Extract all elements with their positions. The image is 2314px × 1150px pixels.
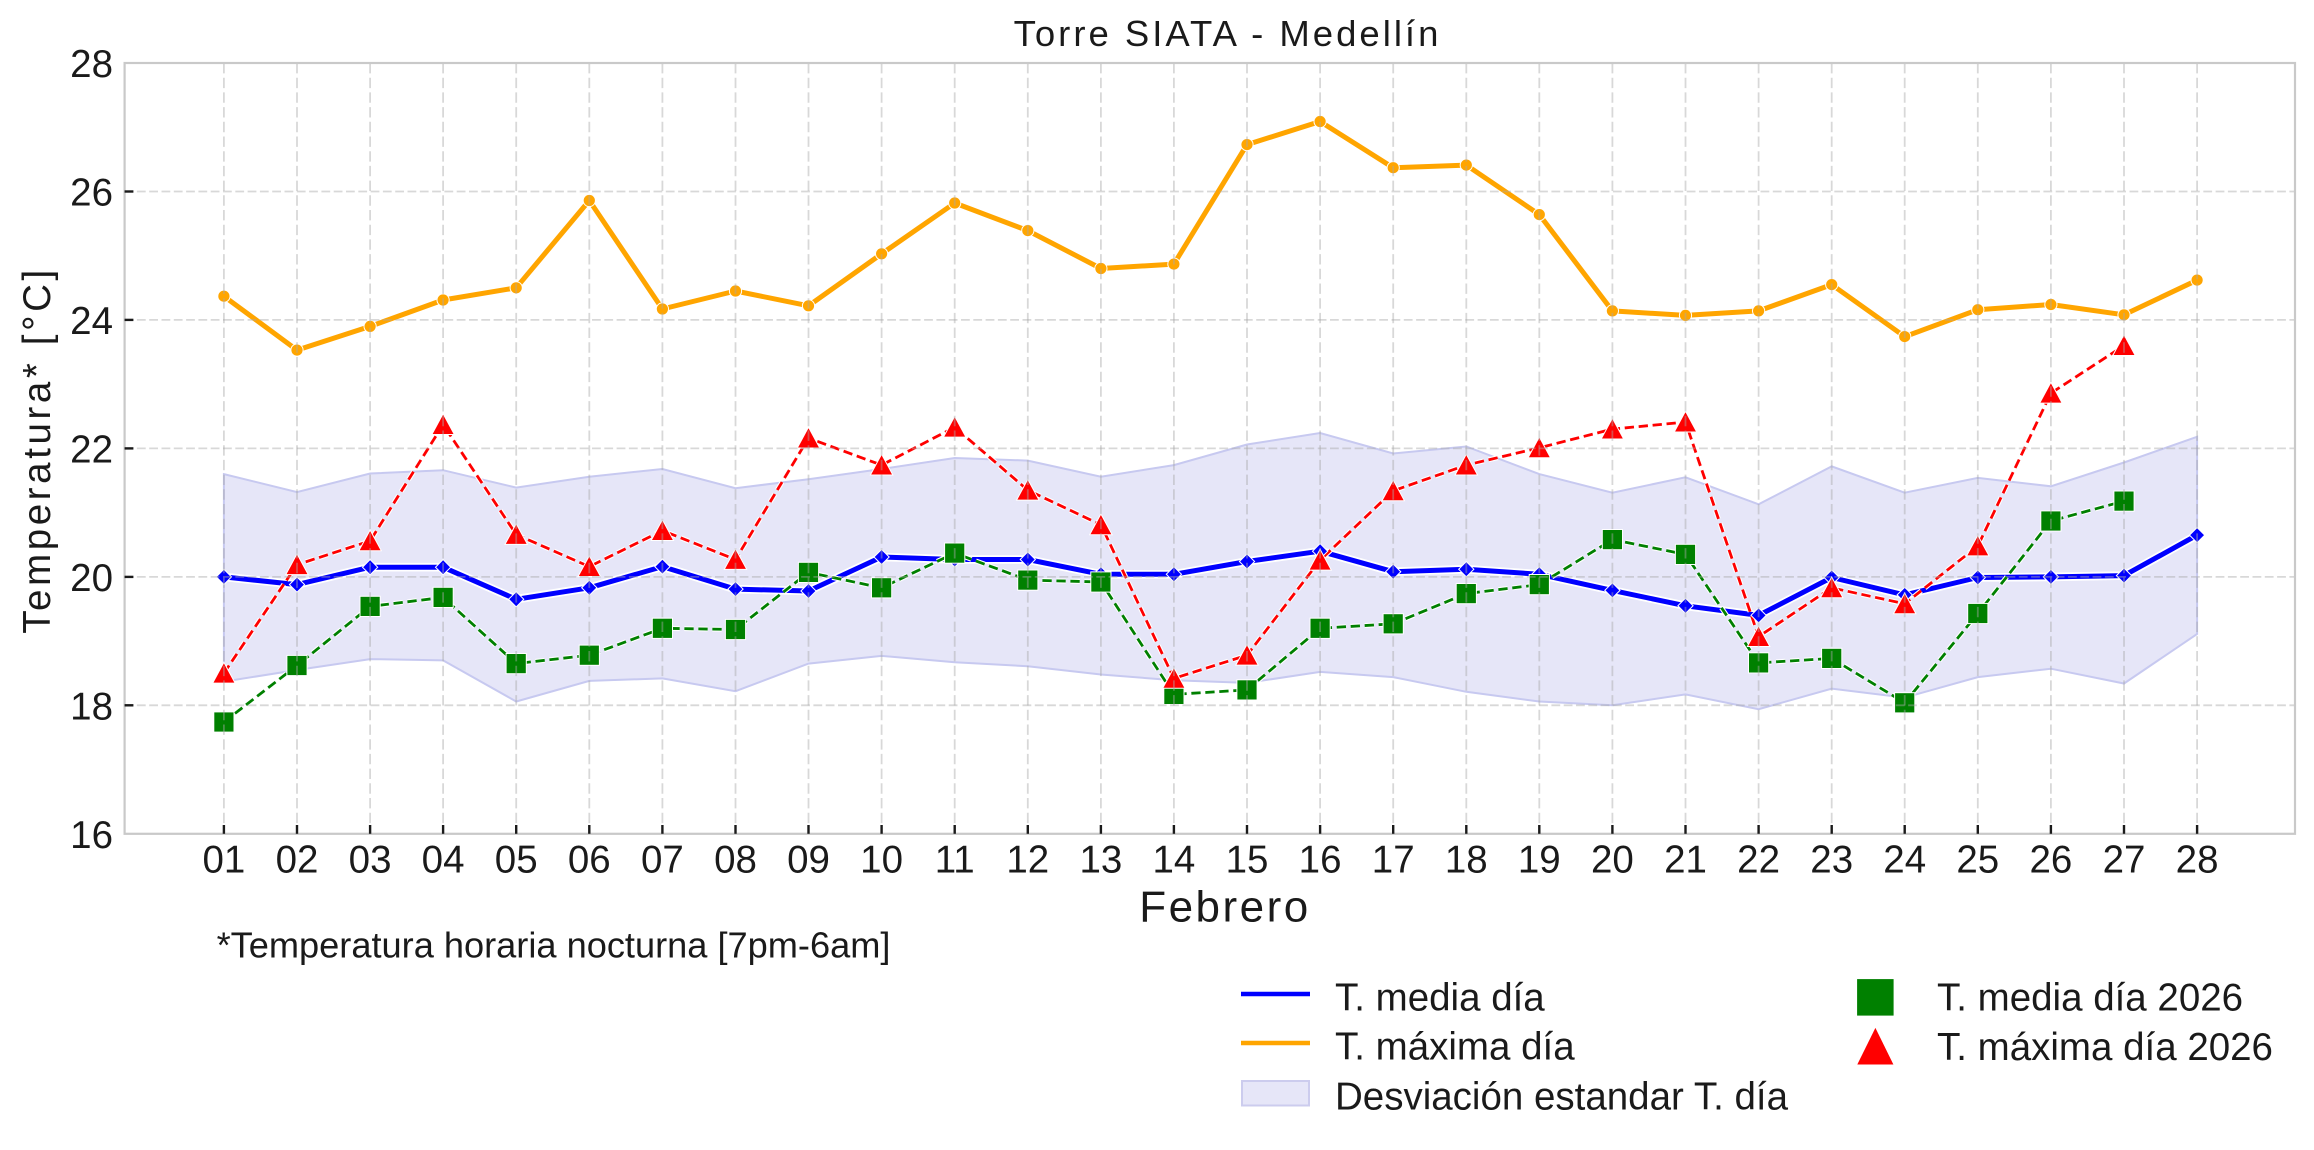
- svg-text:21: 21: [1664, 839, 1707, 882]
- svg-text:11: 11: [935, 839, 975, 882]
- svg-text:T. media día 2026: T. media día 2026: [1937, 977, 2243, 1020]
- svg-text:27: 27: [2103, 839, 2146, 882]
- svg-text:*Temperatura horaria nocturna: *Temperatura horaria nocturna [7pm-6am]: [217, 925, 891, 966]
- svg-text:10: 10: [860, 839, 903, 882]
- svg-text:18: 18: [1445, 839, 1488, 882]
- svg-text:02: 02: [276, 839, 319, 882]
- svg-text:23: 23: [1810, 839, 1853, 882]
- svg-text:T. máxima día: T. máxima día: [1335, 1026, 1575, 1069]
- svg-text:05: 05: [495, 839, 538, 882]
- svg-text:06: 06: [568, 839, 611, 882]
- svg-text:Desviación estandar T. día: Desviación estandar T. día: [1335, 1076, 1789, 1119]
- svg-text:20: 20: [1591, 839, 1634, 882]
- svg-text:28: 28: [70, 43, 113, 86]
- svg-text:15: 15: [1226, 839, 1269, 882]
- svg-text:16: 16: [1299, 839, 1342, 882]
- svg-text:19: 19: [1518, 839, 1561, 882]
- svg-text:T. máxima día 2026: T. máxima día 2026: [1937, 1026, 2273, 1069]
- svg-text:18: 18: [70, 685, 113, 728]
- svg-text:04: 04: [422, 839, 465, 882]
- svg-text:24: 24: [1883, 839, 1926, 882]
- svg-text:01: 01: [202, 839, 245, 882]
- svg-text:08: 08: [714, 839, 757, 882]
- svg-text:22: 22: [1737, 839, 1780, 882]
- svg-text:20: 20: [70, 557, 113, 600]
- svg-text:24: 24: [70, 300, 113, 343]
- svg-text:26: 26: [2029, 839, 2072, 882]
- svg-text:03: 03: [349, 839, 392, 882]
- svg-text:25: 25: [1956, 839, 1999, 882]
- svg-text:17: 17: [1372, 839, 1415, 882]
- svg-text:12: 12: [1006, 839, 1049, 882]
- svg-text:Febrero: Febrero: [1139, 883, 1311, 932]
- svg-text:07: 07: [641, 839, 684, 882]
- svg-text:28: 28: [2176, 839, 2219, 882]
- svg-text:Torre SIATA - Medellín: Torre SIATA - Medellín: [1014, 13, 1442, 54]
- svg-text:22: 22: [70, 428, 113, 471]
- svg-text:13: 13: [1079, 839, 1122, 882]
- svg-text:T. media día: T. media día: [1335, 977, 1545, 1020]
- svg-text:26: 26: [70, 172, 113, 215]
- svg-text:09: 09: [787, 839, 830, 882]
- svg-text:16: 16: [70, 814, 113, 857]
- svg-text:14: 14: [1152, 839, 1195, 882]
- svg-text:Temperatura* [°C]: Temperatura* [°C]: [16, 266, 59, 634]
